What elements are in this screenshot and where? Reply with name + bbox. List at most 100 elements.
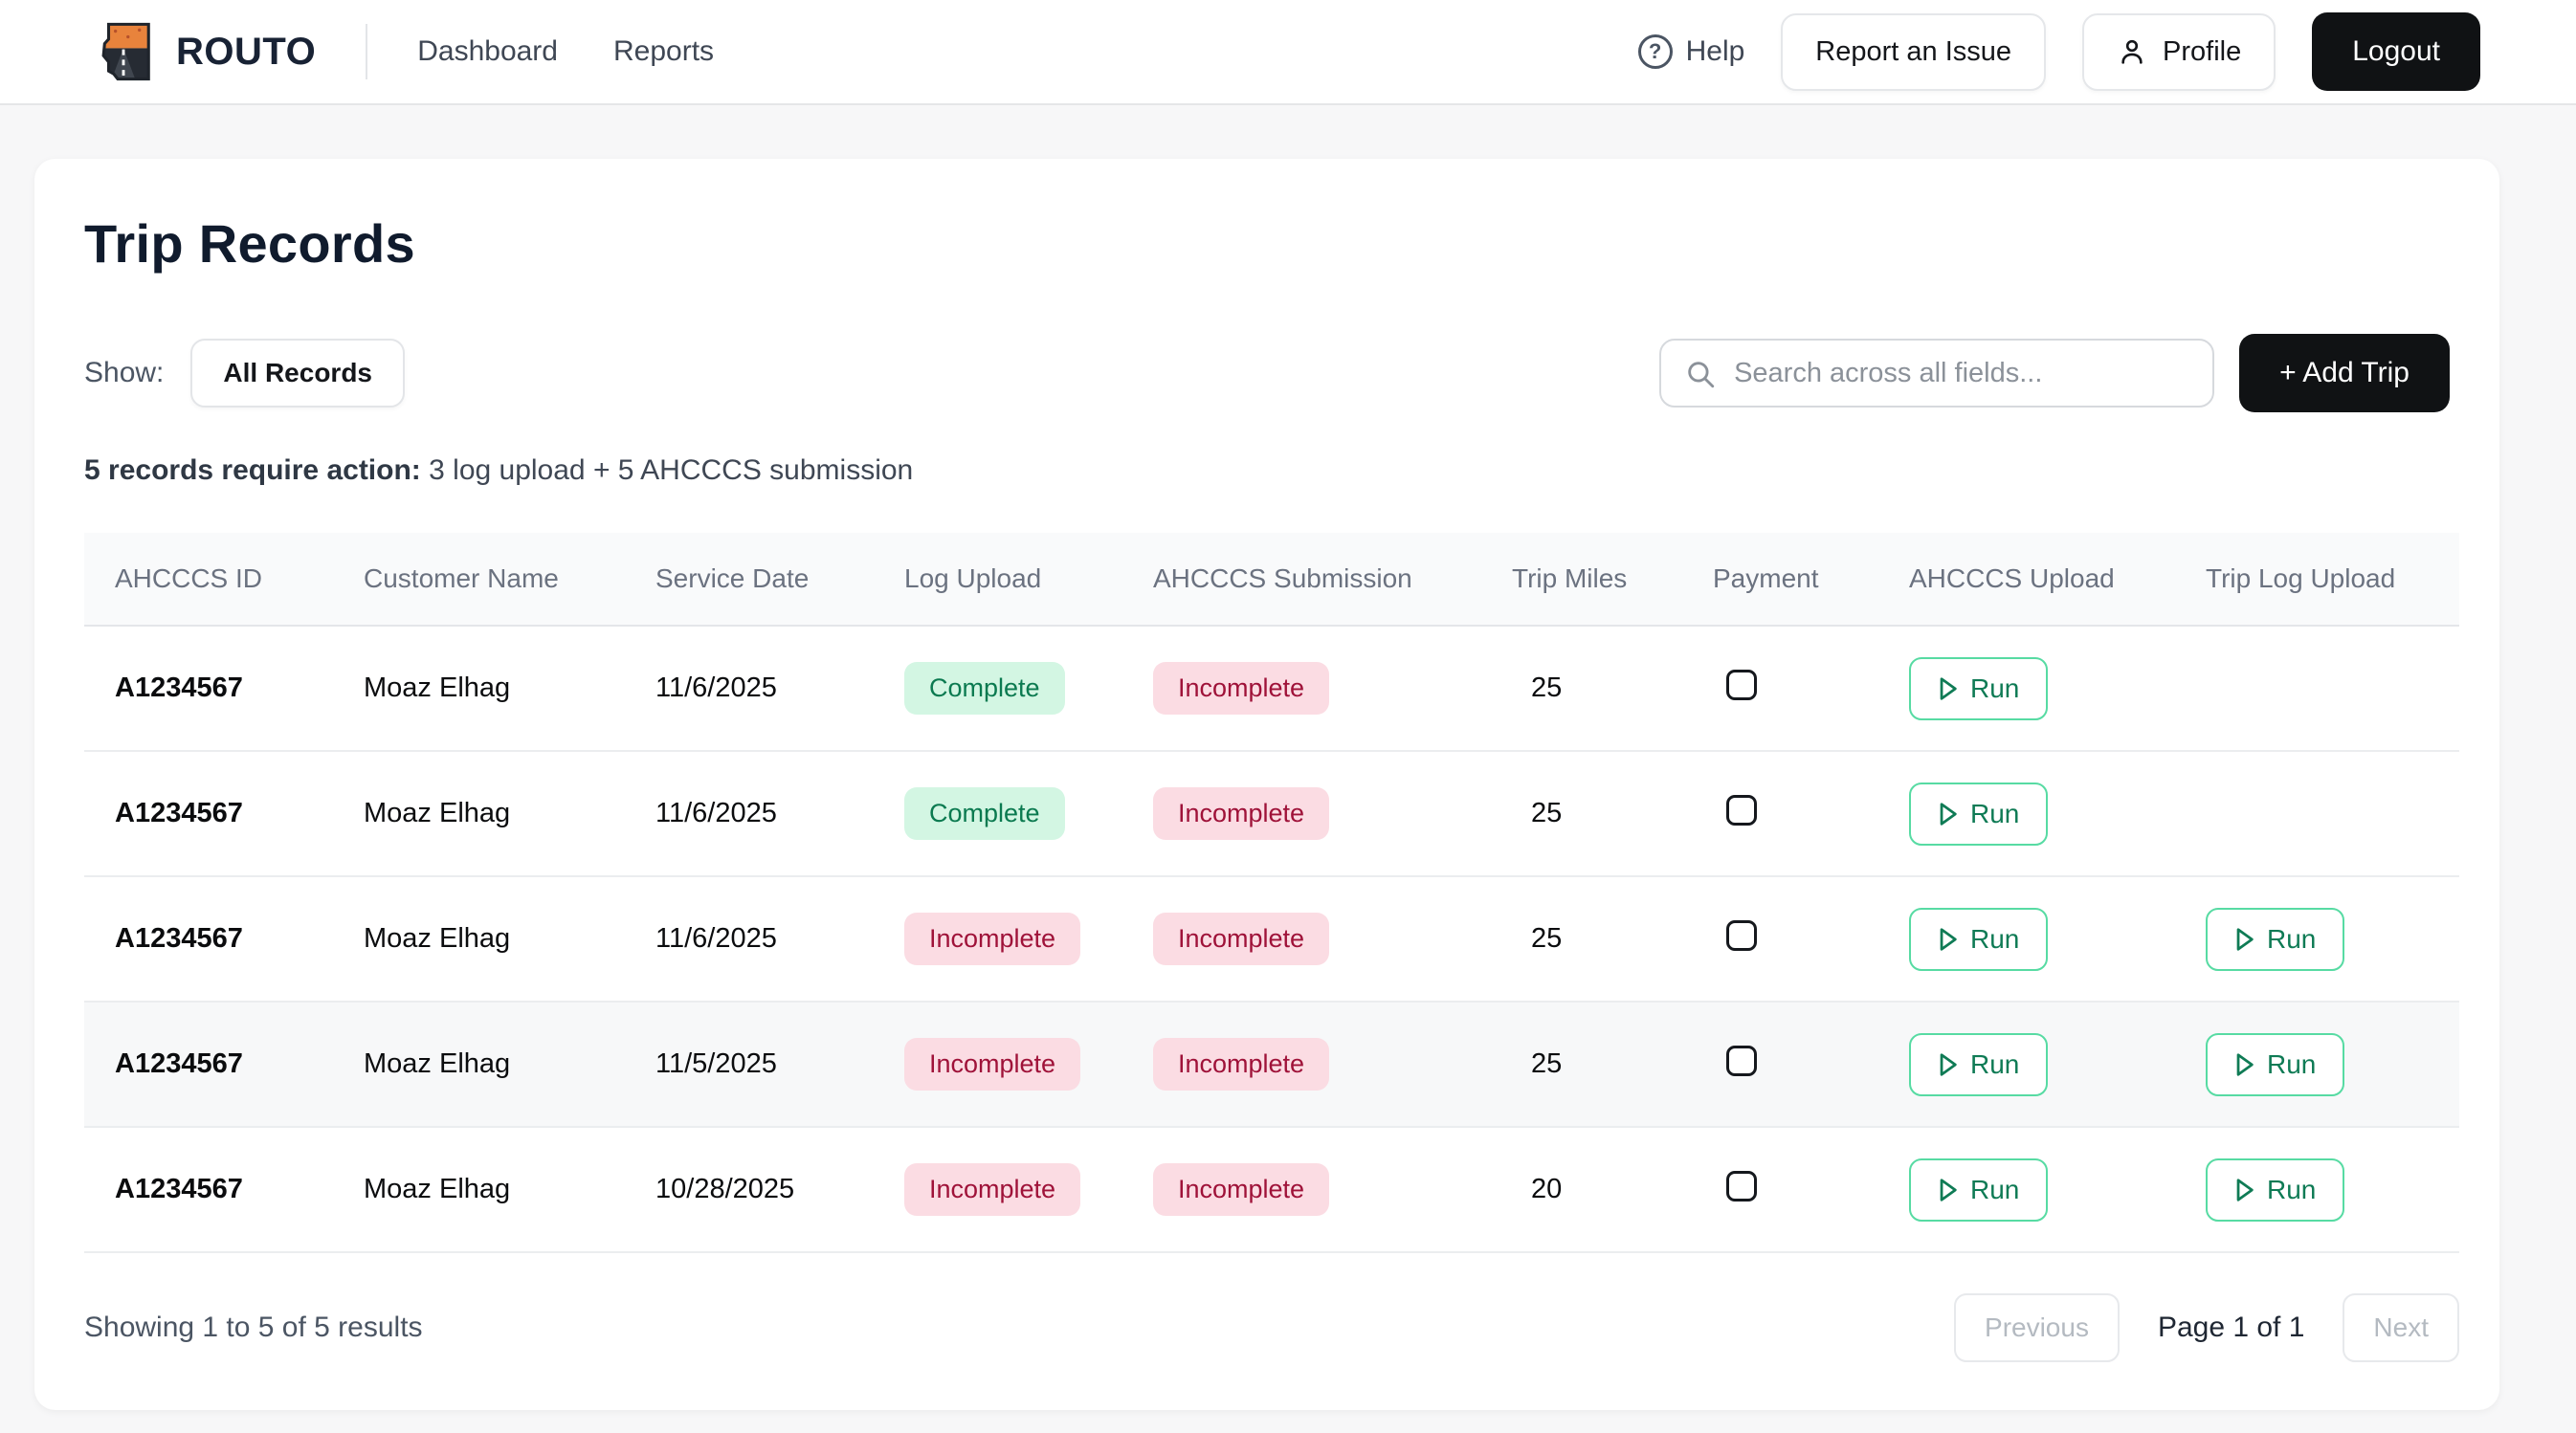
- ahcccs-submission-status-badge: Incomplete: [1153, 662, 1330, 715]
- log-upload-status-badge: Incomplete: [904, 1163, 1081, 1216]
- customer-name-cell: Moaz Elhag: [364, 672, 511, 703]
- payment-cell: [1682, 669, 1878, 708]
- ahcccs-submission-status-badge: Incomplete: [1153, 787, 1330, 840]
- action-note-rest: 3 log upload + 5 AHCCCS submission: [420, 454, 914, 486]
- table-header-row: AHCCCS ID Customer Name Service Date Log Up…: [84, 533, 2459, 627]
- run-label: Run: [1970, 672, 2020, 703]
- play-icon: [2234, 1178, 2255, 1202]
- top-navbar: ROUTO Dashboard Reports ? Help Report an …: [0, 0, 2576, 105]
- log-upload-cell: Complete: [874, 787, 1122, 840]
- results-summary: Showing 1 to 5 of 5 results: [84, 1312, 423, 1343]
- nav-links: Dashboard Reports: [417, 35, 714, 68]
- records-filter-dropdown[interactable]: All Records: [190, 339, 405, 408]
- ahcccs-id-cell: A1234567: [115, 1174, 243, 1204]
- column-header-service-date: Service Date: [655, 563, 810, 593]
- service-date-cell: 11/6/2025: [655, 923, 777, 954]
- customer-name-cell: Moaz Elhag: [364, 923, 511, 954]
- table-body: A1234567 Moaz Elhag 11/6/2025 Complete Incom…: [84, 627, 2459, 1253]
- run-label: Run: [2267, 1174, 2317, 1204]
- column-header-log-upload: Log Upload: [904, 563, 1042, 593]
- trip-miles-cell: 25: [1531, 1048, 1563, 1079]
- ahcccs-submission-status-badge: Incomplete: [1153, 1163, 1330, 1216]
- page-title: Trip Records: [84, 213, 415, 274]
- next-page-button[interactable]: Next: [2343, 1293, 2459, 1362]
- log-upload-cell: Incomplete: [874, 1038, 1122, 1091]
- trip-log-upload-run-button[interactable]: Run: [2206, 907, 2345, 971]
- help-label: Help: [1685, 35, 1745, 67]
- table-row: A1234567 Moaz Elhag 10/28/2025 Incomplete In…: [84, 1128, 2459, 1253]
- trip-log-upload-cell: Run: [2175, 1032, 2459, 1096]
- table-row: A1234567 Moaz Elhag 11/6/2025 Complete Incom…: [84, 627, 2459, 752]
- search-input[interactable]: [1659, 339, 2215, 408]
- run-label: Run: [2267, 1048, 2317, 1079]
- logout-label: Logout: [2352, 35, 2440, 67]
- table-row: A1234567 Moaz Elhag 11/6/2025 Complete Incom…: [84, 752, 2459, 877]
- play-icon: [1938, 802, 1959, 827]
- payment-cell: [1682, 919, 1878, 959]
- customer-name-cell: Moaz Elhag: [364, 798, 511, 828]
- brand: ROUTO: [96, 22, 316, 81]
- trip-records-table: AHCCCS ID Customer Name Service Date Log Up…: [84, 533, 2459, 1253]
- ahcccs-submission-cell: Incomplete: [1122, 787, 1481, 840]
- customer-name-cell: Moaz Elhag: [364, 1174, 511, 1204]
- run-label: Run: [2267, 923, 2317, 954]
- trip-log-upload-cell: Run: [2175, 1157, 2459, 1222]
- nav-link-dashboard[interactable]: Dashboard: [417, 35, 558, 67]
- payment-checkbox[interactable]: [1726, 919, 1757, 951]
- nav-divider: [366, 24, 368, 79]
- table-row: A1234567 Moaz Elhag 11/6/2025 Incomplete Inc…: [84, 877, 2459, 1003]
- column-header-customer-name: Customer Name: [364, 563, 559, 593]
- log-upload-cell: Complete: [874, 662, 1122, 715]
- previous-page-button[interactable]: Previous: [1954, 1293, 2120, 1362]
- run-label: Run: [1970, 923, 2020, 954]
- profile-button[interactable]: Profile: [2082, 12, 2276, 91]
- logout-button[interactable]: Logout: [2312, 12, 2480, 91]
- run-label: Run: [1970, 798, 2020, 828]
- add-trip-button[interactable]: + Add Trip: [2239, 334, 2450, 412]
- ahcccs-upload-cell: Run: [1878, 1157, 2175, 1222]
- profile-icon: [2117, 36, 2147, 67]
- next-label: Next: [2373, 1312, 2429, 1342]
- column-header-ahcccs-id: AHCCCS ID: [115, 563, 263, 593]
- log-upload-cell: Incomplete: [874, 913, 1122, 965]
- ahcccs-upload-run-button[interactable]: Run: [1909, 1157, 2049, 1222]
- trip-log-upload-run-button[interactable]: Run: [2206, 1032, 2345, 1096]
- play-icon: [1938, 1178, 1959, 1202]
- play-icon: [1938, 927, 1959, 952]
- help-icon: ?: [1637, 34, 1673, 69]
- play-icon: [2234, 1052, 2255, 1077]
- help-link[interactable]: ? Help: [1637, 34, 1745, 69]
- payment-checkbox[interactable]: [1726, 669, 1757, 700]
- brand-name: ROUTO: [176, 30, 317, 73]
- nav-link-reports[interactable]: Reports: [612, 35, 715, 67]
- ahcccs-id-cell: A1234567: [115, 923, 243, 954]
- log-upload-status-badge: Complete: [904, 787, 1065, 840]
- ahcccs-upload-cell: Run: [1878, 1032, 2175, 1096]
- controls-row: Show: All Records + Add Trip: [84, 334, 2450, 412]
- ahcccs-upload-run-button[interactable]: Run: [1909, 907, 2049, 971]
- ahcccs-upload-run-button[interactable]: Run: [1909, 656, 2049, 720]
- play-icon: [2234, 927, 2255, 952]
- trip-miles-cell: 20: [1531, 1174, 1563, 1204]
- page-indicator: Page 1 of 1: [2157, 1312, 2305, 1343]
- payment-checkbox[interactable]: [1726, 1170, 1757, 1202]
- log-upload-status-badge: Incomplete: [904, 1038, 1081, 1091]
- customer-name-cell: Moaz Elhag: [364, 1048, 511, 1079]
- column-header-ahcccs-submission: AHCCCS Submission: [1153, 563, 1412, 593]
- report-issue-button[interactable]: Report an Issue: [1781, 12, 2047, 91]
- trip-log-upload-run-button[interactable]: Run: [2206, 1157, 2345, 1222]
- ahcccs-submission-status-badge: Incomplete: [1153, 913, 1330, 965]
- ahcccs-upload-cell: Run: [1878, 656, 2175, 720]
- service-date-cell: 11/6/2025: [655, 798, 777, 828]
- ahcccs-id-cell: A1234567: [115, 798, 243, 828]
- service-date-cell: 10/28/2025: [655, 1174, 795, 1204]
- show-label: Show:: [84, 357, 165, 388]
- payment-checkbox[interactable]: [1726, 1045, 1757, 1076]
- ahcccs-upload-run-button[interactable]: Run: [1909, 1032, 2049, 1096]
- service-date-cell: 11/6/2025: [655, 672, 777, 703]
- ahcccs-submission-status-badge: Incomplete: [1153, 1038, 1330, 1091]
- table-footer: Showing 1 to 5 of 5 results Previous Pag…: [84, 1293, 2459, 1362]
- action-note: 5 records require action: 3 log upload +…: [84, 454, 2450, 487]
- ahcccs-upload-run-button[interactable]: Run: [1909, 782, 2049, 846]
- payment-checkbox[interactable]: [1726, 794, 1757, 826]
